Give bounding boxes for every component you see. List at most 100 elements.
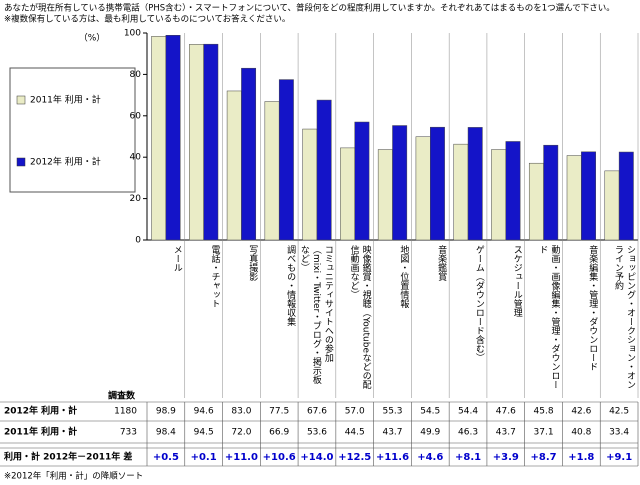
- bar: [151, 36, 167, 241]
- bar: [581, 151, 596, 241]
- x-tick-label: 動画・画像編集・管理・ダウンロード: [537, 245, 560, 389]
- y-tick-label: 60: [130, 111, 142, 121]
- x-tick-label: 音楽編集・管理・ダウンロード: [587, 245, 598, 371]
- difference-cell: +11.0: [225, 452, 258, 463]
- category-label-box: 地図・位置情報: [398, 245, 409, 308]
- x-tick-label: コミュニティサイトへの参加（mixi・Twitter・ブログ・掲示板など）: [300, 245, 333, 385]
- category-label-box: 写真撮影: [247, 245, 258, 281]
- bar: [618, 151, 634, 241]
- category-label-box: メール: [171, 245, 182, 272]
- bar: [528, 162, 544, 241]
- difference-cell: +10.6: [263, 452, 296, 463]
- difference-cell: +9.1: [606, 452, 632, 463]
- difference-cell: +11.6: [376, 452, 409, 463]
- bar: [566, 155, 582, 241]
- table-cell: 98.4: [156, 428, 176, 438]
- table-cell: 83.0: [231, 407, 251, 417]
- bar: [203, 43, 219, 241]
- table-cell: 42.5: [609, 407, 629, 417]
- difference-cell: +8.1: [455, 452, 481, 463]
- row-n: 1180: [114, 407, 137, 417]
- table-cell: 40.8: [571, 428, 591, 438]
- table-cell: 55.3: [382, 407, 402, 417]
- table-cell: 77.5: [269, 407, 289, 417]
- x-tick-label: ショッピング・オークション・オンライン予約: [612, 245, 635, 389]
- bar: [189, 44, 204, 241]
- bar: [505, 141, 521, 241]
- difference-cell: +12.5: [338, 452, 371, 463]
- category-label-box: ショッピング・オークション・オンライン予約: [612, 245, 635, 389]
- row-label: 2012年 利用・計: [4, 405, 77, 417]
- category-label-box: 音楽編集・管理・ダウンロード: [587, 245, 598, 371]
- bar: [453, 143, 469, 241]
- table-cell: 37.1: [534, 428, 554, 438]
- y-tick-label: 40: [130, 153, 142, 163]
- x-tick-label: メール: [171, 245, 182, 272]
- x-tick-label: 電話・チャット: [209, 245, 220, 308]
- table-cell: 54.5: [420, 407, 440, 417]
- table-header: 調査数: [108, 390, 136, 402]
- table-cell: 33.4: [609, 428, 629, 438]
- bar: [226, 90, 242, 241]
- table-cell: 47.6: [496, 407, 516, 417]
- bar: [467, 127, 483, 241]
- difference-cell: +3.9: [493, 452, 519, 463]
- bar: [354, 121, 370, 241]
- bar: [241, 67, 257, 241]
- bar: [278, 79, 294, 241]
- category-label-box: 映像鑑賞・視聴（Youtubeなどの配信動画など）: [349, 245, 371, 389]
- difference-cell: +8.7: [531, 452, 557, 463]
- x-tick-label: 写真撮影: [247, 245, 258, 281]
- table-cell: 72.0: [231, 428, 251, 438]
- bar: [377, 149, 393, 241]
- table-cell: 66.9: [269, 428, 289, 438]
- table-cell: 94.6: [194, 407, 214, 417]
- row-label: 利用・計 2012年－2011年 差: [3, 451, 132, 463]
- y-tick-label: 80: [130, 70, 142, 80]
- bar: [340, 147, 355, 241]
- table-cell: 44.5: [345, 428, 365, 438]
- x-tick-label: スケジュール管理: [511, 245, 522, 317]
- difference-cell: +14.0: [300, 452, 333, 463]
- footnote: ※2012年「利用・計」の降順ソート: [4, 471, 143, 482]
- bar: [491, 149, 507, 241]
- table-cell: 57.0: [345, 407, 365, 417]
- x-tick-label: ゲーム（ダウンロード含む）: [473, 245, 484, 362]
- row-label: 2011年 利用・計: [4, 426, 77, 438]
- bar: [165, 35, 181, 241]
- difference-cell: +0.5: [153, 452, 179, 463]
- category-label-box: 動画・画像編集・管理・ダウンロード: [537, 245, 560, 389]
- table-cell: 54.4: [458, 407, 478, 417]
- table-cell: 43.7: [496, 428, 516, 438]
- bar: [543, 144, 559, 241]
- bar: [316, 99, 332, 241]
- subtitle: ※複数保有している方は、最も利用しているものについてお答えください。: [4, 14, 290, 25]
- table-cell: 42.6: [571, 407, 591, 417]
- legend-box: [9, 67, 136, 193]
- bar: [430, 126, 445, 241]
- difference-cell: +4.6: [417, 452, 443, 463]
- category-label-box: 調べもの・情報収集: [285, 245, 296, 326]
- table-cell: 94.5: [194, 428, 214, 438]
- bar: [302, 128, 318, 241]
- y-tick-label: 100: [124, 29, 141, 39]
- category-label-box: 電話・チャット: [209, 245, 220, 308]
- legend-label: 2011年 利用・計: [30, 94, 101, 106]
- row-n: 733: [120, 428, 137, 438]
- category-label-box: 音楽鑑賞: [436, 245, 446, 281]
- difference-cell: +1.8: [568, 452, 594, 463]
- x-tick-label: 地図・位置情報: [398, 245, 409, 308]
- legend-label: 2012年 利用・計: [30, 156, 101, 168]
- bar: [415, 136, 431, 241]
- category-label-box: ゲーム（ダウンロード含む）: [473, 245, 484, 362]
- table-cell: 49.9: [420, 428, 440, 438]
- x-tick-label: 調べもの・情報収集: [285, 245, 296, 326]
- legend-swatch: [16, 95, 26, 105]
- chart-title: あなたが現在所有している携帯電話（PHS含む）・スマートフォンについて、普段何を…: [4, 3, 615, 14]
- category-label-box: コミュニティサイトへの参加（mixi・Twitter・ブログ・掲示板など）: [300, 245, 333, 385]
- legend-swatch: [16, 157, 26, 167]
- table-cell: 67.6: [307, 407, 327, 417]
- y-tick-label: 0: [135, 236, 141, 246]
